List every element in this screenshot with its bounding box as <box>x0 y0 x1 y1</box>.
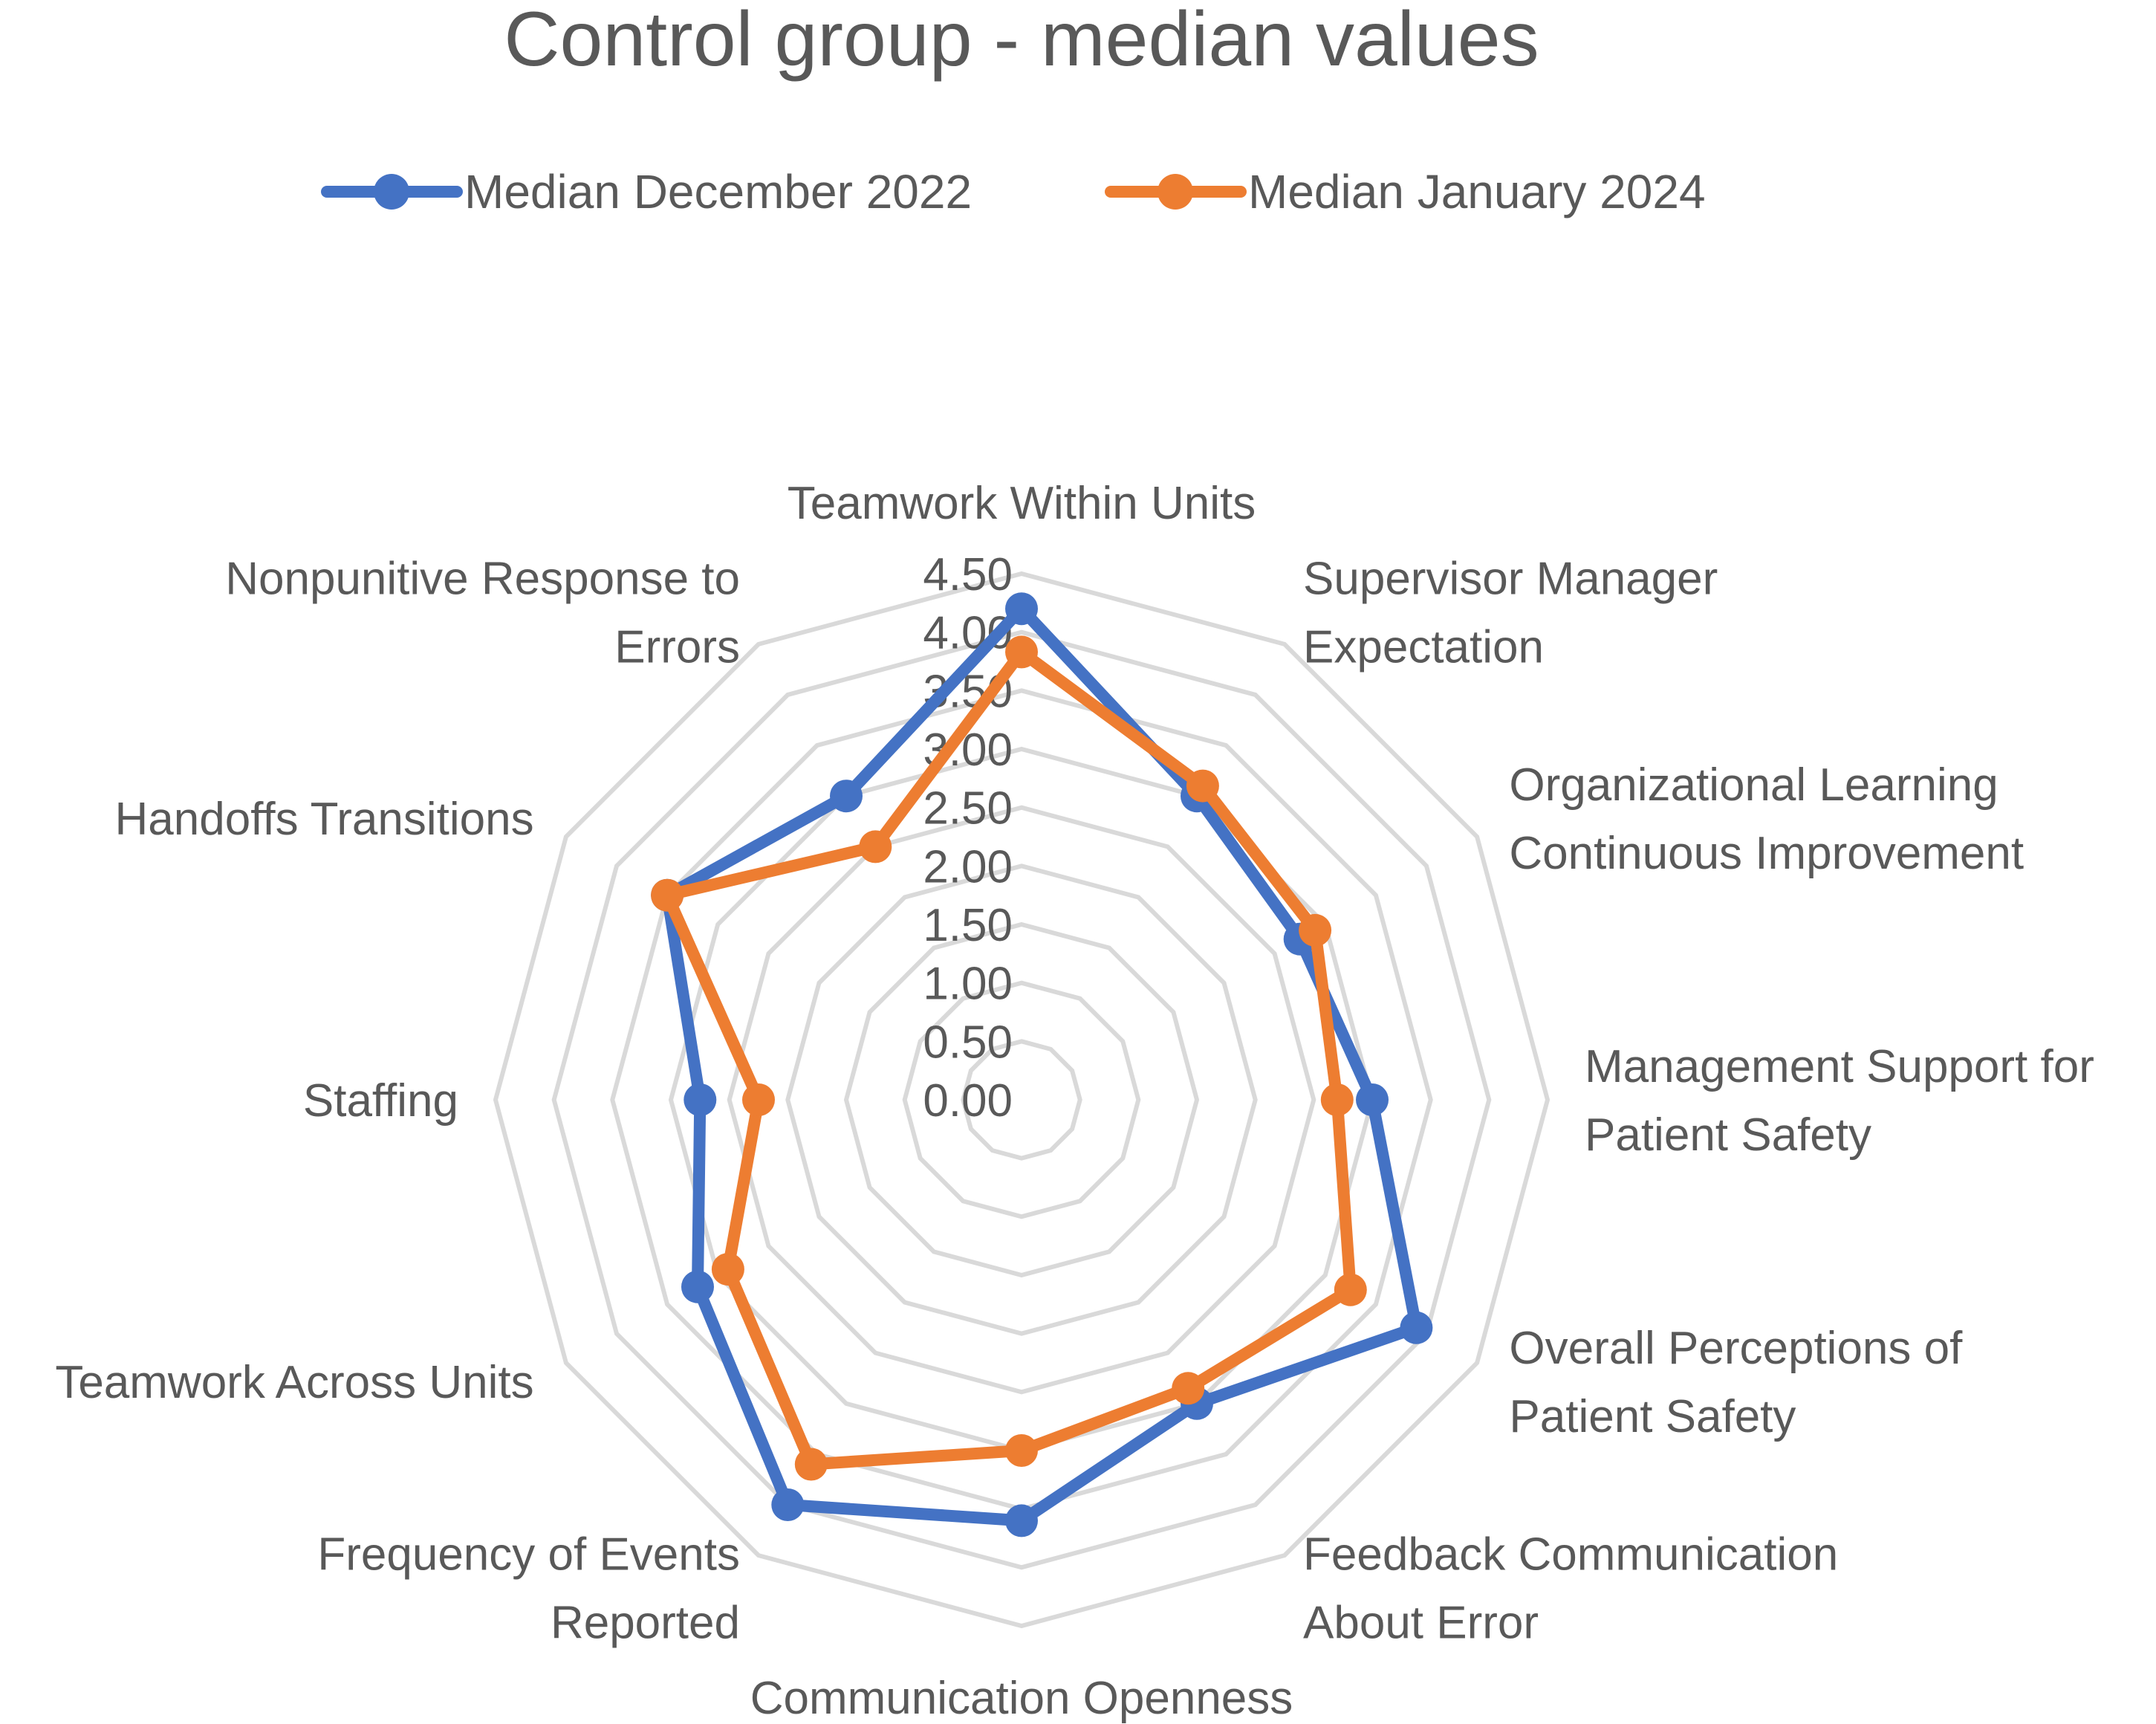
category-label-line: Patient Safety <box>1585 1109 1871 1161</box>
legend-marker-swatch <box>374 174 409 210</box>
category-label-line: Expectation <box>1303 622 1544 673</box>
chart-title: Control group - median values <box>504 0 1539 82</box>
data-point <box>1334 1273 1367 1306</box>
category-label: Feedback Communication About Error <box>1303 1529 1838 1648</box>
grid-ring-5 <box>727 805 1316 1395</box>
category-label: Teamwork Within Units <box>788 478 1256 529</box>
data-point <box>1400 1311 1433 1344</box>
tick-label: 0.50 <box>923 1017 1013 1068</box>
tick-label: 2.50 <box>923 783 1013 835</box>
data-point <box>1005 1434 1038 1467</box>
tick-label: 1.50 <box>923 900 1013 951</box>
category-label: Nonpunitive Response to Errors <box>225 554 740 673</box>
data-point <box>1005 592 1038 626</box>
category-label-line: Organizational Learning <box>1509 759 1998 811</box>
data-point <box>1005 1504 1038 1537</box>
tick-label: 0.00 <box>923 1075 1013 1127</box>
category-label-line: Communication Openness <box>750 1673 1293 1724</box>
grid-ring-2 <box>902 980 1141 1219</box>
category-label-line: Reported <box>551 1597 740 1648</box>
data-point <box>859 830 892 863</box>
category-label: Frequency of Events Reported <box>317 1529 740 1648</box>
data-point <box>651 878 684 912</box>
category-label-line: Supervisor Manager <box>1303 554 1718 605</box>
grid-ring-8 <box>551 629 1492 1570</box>
category-label-line: About Error <box>1303 1597 1539 1648</box>
legend-label: Median December 2022 <box>464 165 972 218</box>
data-point <box>1005 635 1038 669</box>
series-1 <box>651 592 1433 1537</box>
category-label: Management Support for Patient Safety <box>1585 1041 2094 1161</box>
tick-label: 1.00 <box>923 959 1013 1010</box>
category-label-line: Nonpunitive Response to <box>225 554 740 605</box>
grid-ring-4 <box>785 863 1258 1336</box>
category-label-line: Frequency of Events <box>317 1529 740 1580</box>
category-label-line: Staffing <box>303 1075 458 1127</box>
legend: Median December 2022 Median January 2024 <box>321 165 1706 218</box>
data-point <box>681 1270 714 1303</box>
category-label-line: Teamwork Across Units <box>55 1357 533 1408</box>
data-point <box>684 1083 717 1116</box>
legend-item-2: Median January 2024 <box>1105 165 1706 218</box>
data-point <box>1186 769 1219 803</box>
category-label-line: Patient Safety <box>1509 1391 1796 1442</box>
category-label: Supervisor Manager Expectation <box>1303 554 1718 673</box>
data-point <box>830 780 863 813</box>
category-label: Overall Perceptions of Patient Safety <box>1509 1323 1963 1442</box>
category-labels: Teamwork Within Units Supervisor Manager E… <box>55 478 2094 1724</box>
data-point <box>794 1448 828 1481</box>
data-point <box>1299 913 1332 947</box>
data-point <box>1172 1372 1205 1405</box>
category-label: Staffing <box>303 1075 458 1127</box>
category-label-line: Continuous Improvement <box>1509 828 2024 879</box>
data-point <box>742 1083 775 1116</box>
series-2 <box>651 635 1367 1481</box>
category-label: Teamwork Across Units <box>55 1357 533 1408</box>
data-point <box>1356 1083 1389 1116</box>
category-label-line: Management Support for <box>1585 1041 2094 1092</box>
tick-label: 2.00 <box>923 841 1013 892</box>
radar-grid <box>493 571 1551 1629</box>
grid-ring-3 <box>843 921 1200 1278</box>
category-label-line: Teamwork Within Units <box>788 478 1256 529</box>
data-point <box>711 1253 744 1286</box>
series-layer <box>651 592 1433 1537</box>
category-label: Communication Openness <box>750 1673 1293 1724</box>
data-point <box>1320 1083 1354 1116</box>
category-label: Handoffs Transitions <box>115 794 534 845</box>
tick-label: 4.50 <box>923 549 1013 600</box>
data-point <box>771 1488 805 1521</box>
legend-item-1: Median December 2022 <box>321 165 972 218</box>
legend-marker-swatch <box>1157 174 1193 210</box>
grid-ring-1 <box>961 1039 1082 1161</box>
category-label-line: Errors <box>614 622 740 673</box>
legend-label: Median January 2024 <box>1248 165 1706 218</box>
category-label-line: Feedback Communication <box>1303 1529 1838 1580</box>
grid-ring-9 <box>493 571 1551 1629</box>
category-label: Organizational Learning Continuous Improv… <box>1509 759 2024 879</box>
category-label-line: Handoffs Transitions <box>115 794 534 845</box>
category-label-line: Overall Perceptions of <box>1509 1323 1963 1374</box>
